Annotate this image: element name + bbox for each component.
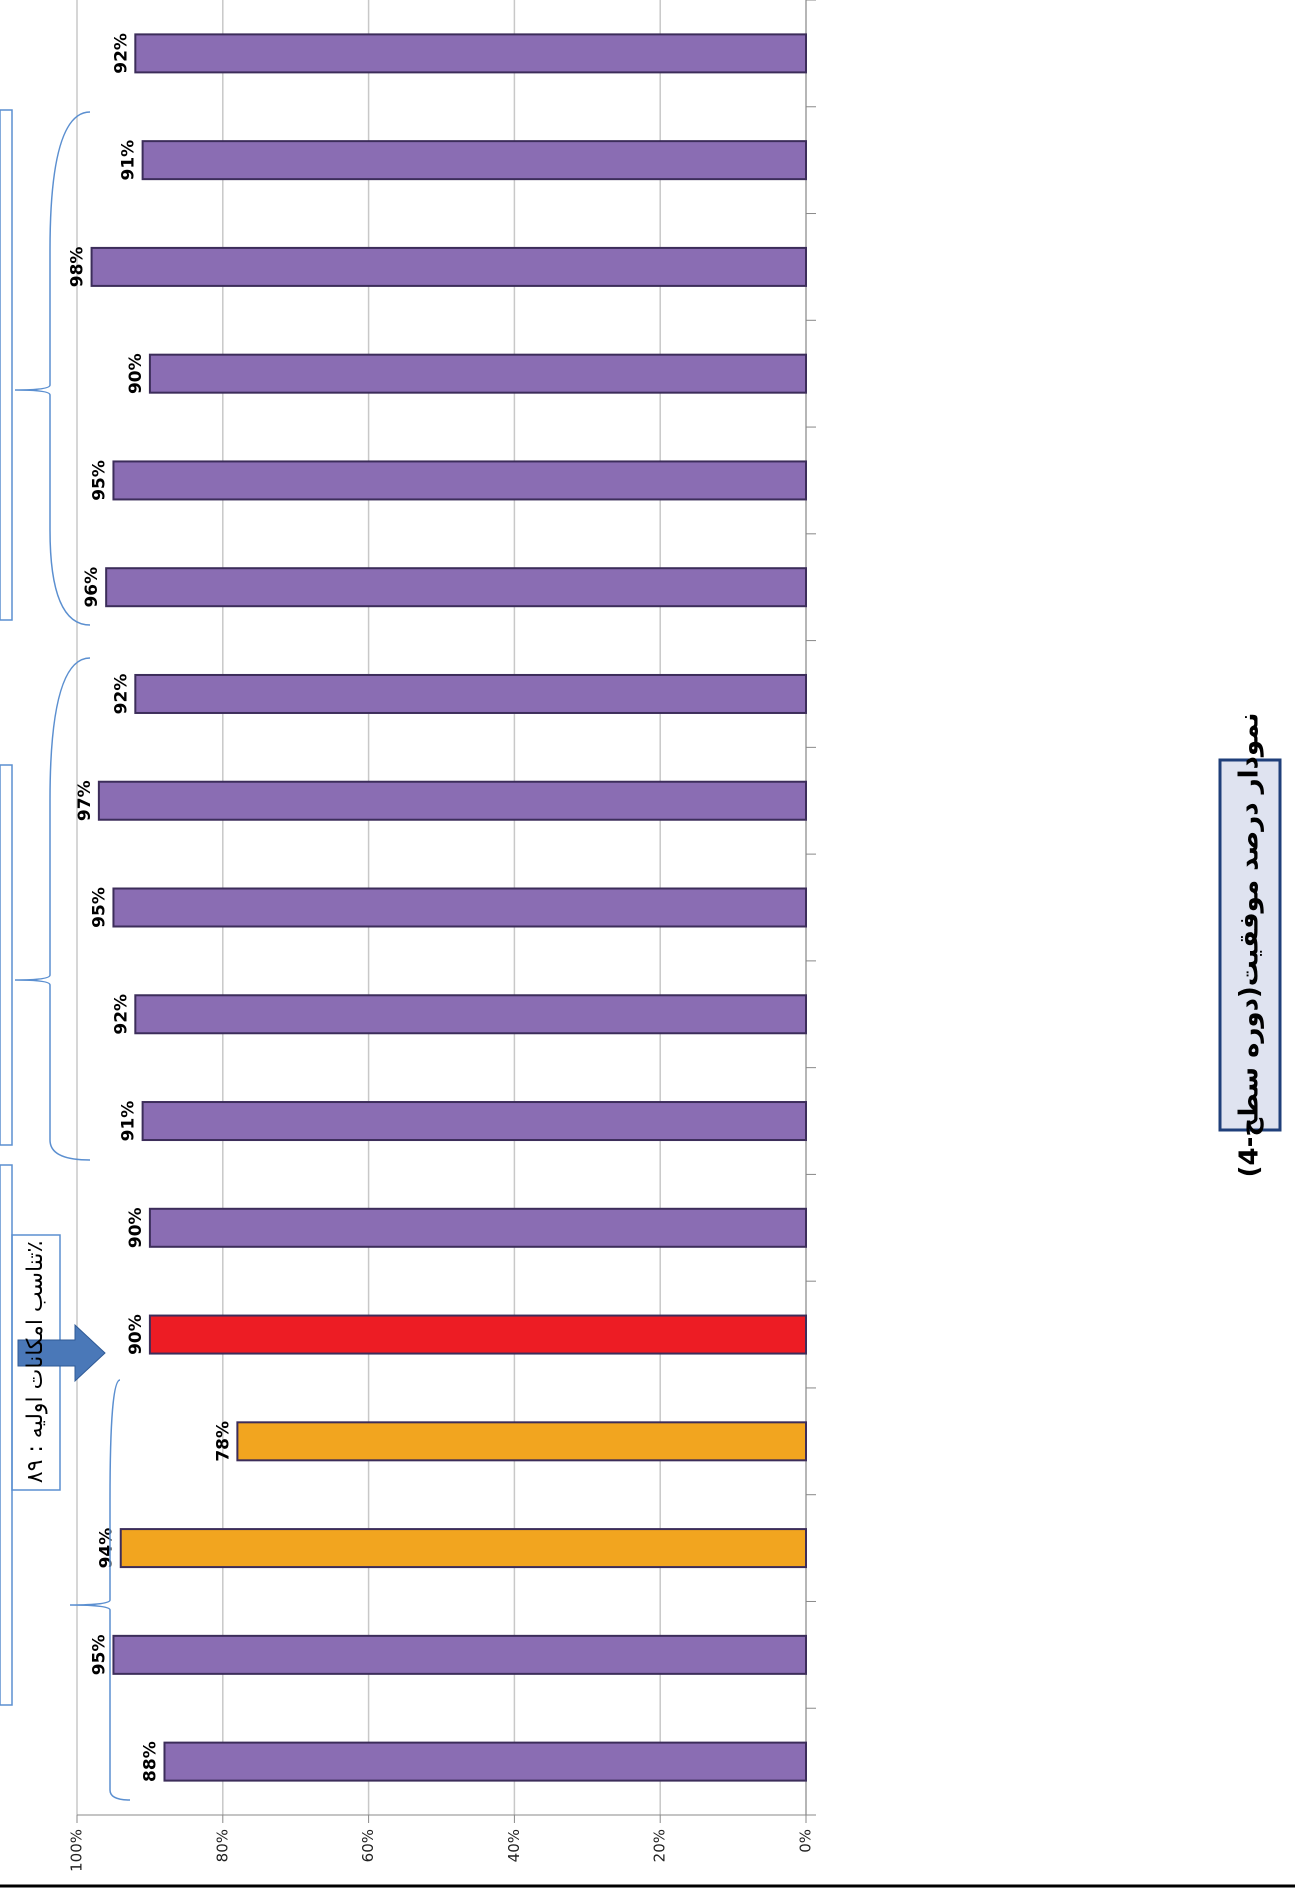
group-box xyxy=(0,1164,13,1706)
bar xyxy=(236,1421,807,1462)
data-label: 95% xyxy=(89,460,109,501)
data-label: 91% xyxy=(119,1101,139,1142)
brace xyxy=(69,1379,131,1801)
x-tick-label: 60% xyxy=(359,1829,377,1862)
brace xyxy=(14,657,91,1161)
x-tick-label: 40% xyxy=(505,1829,523,1862)
data-label: 78% xyxy=(213,1421,233,1462)
bar xyxy=(134,994,807,1035)
annotation: تناسب امکانات اولیه : ۸۹٪ xyxy=(23,1241,48,1484)
bar xyxy=(112,460,807,501)
group-box xyxy=(0,764,13,1146)
data-label: 90% xyxy=(126,1314,146,1355)
data-label: 92% xyxy=(111,994,131,1035)
group-box xyxy=(0,109,13,621)
data-label: 95% xyxy=(89,887,109,928)
data-label: 97% xyxy=(75,780,95,821)
arrow xyxy=(17,1323,106,1383)
title-box xyxy=(1218,758,1282,1132)
data-label: 98% xyxy=(68,247,88,288)
data-label: 96% xyxy=(82,567,102,608)
decorations xyxy=(0,109,131,1801)
bar xyxy=(112,1634,807,1675)
data-label: 90% xyxy=(126,1207,146,1248)
data-label: 90% xyxy=(126,353,146,394)
data-label: 88% xyxy=(140,1741,160,1782)
data-label: 95% xyxy=(89,1635,109,1676)
bar xyxy=(97,780,808,821)
x-tick-label: 0% xyxy=(797,1829,815,1853)
bar xyxy=(141,1101,808,1142)
x-tick-label: 20% xyxy=(651,1829,669,1862)
bar xyxy=(90,246,807,287)
bar xyxy=(112,887,807,928)
bar xyxy=(141,140,808,181)
data-label: 94% xyxy=(97,1528,117,1569)
bar xyxy=(119,1528,808,1569)
data-label: 92% xyxy=(111,674,131,715)
bar xyxy=(148,1207,807,1248)
data-label: 92% xyxy=(111,33,131,74)
brace xyxy=(14,111,91,626)
bar xyxy=(105,567,808,608)
data-label: 91% xyxy=(119,140,139,181)
bar xyxy=(134,33,807,74)
bar xyxy=(148,353,807,394)
bar xyxy=(134,673,807,714)
x-tick-label: 80% xyxy=(213,1829,231,1862)
x-tick-label: 100% xyxy=(68,1829,86,1872)
bar xyxy=(163,1741,808,1782)
bar xyxy=(148,1314,807,1355)
chart-title: نمودار درصد موفقیت(دوره سطح-4) xyxy=(1235,713,1265,1178)
